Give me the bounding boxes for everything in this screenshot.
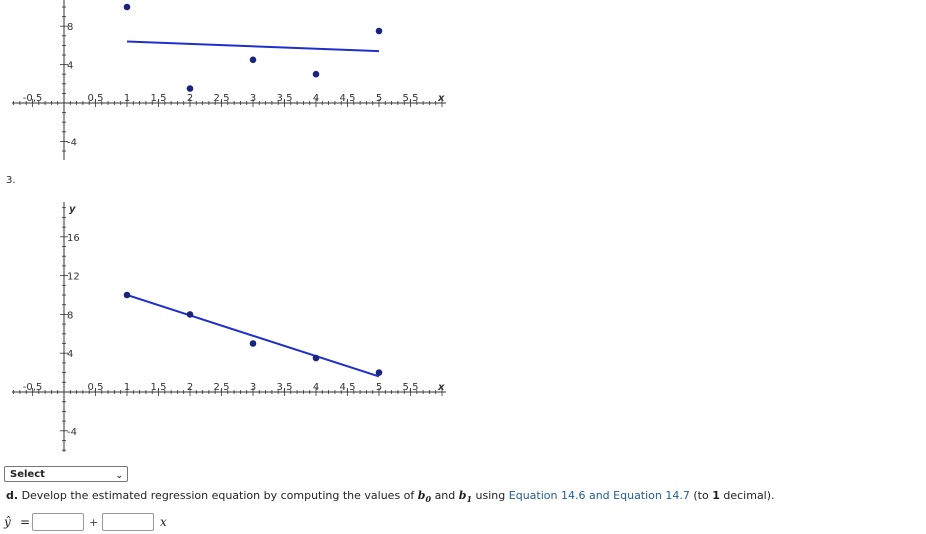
x-tick-label-1: 2,5 — [214, 93, 230, 104]
data-point-1-3 — [249, 56, 257, 64]
x-tick-label-2: 1,5 — [151, 382, 167, 393]
regression-line-1 — [126, 40, 380, 53]
question-text-before: Develop the estimated regression equatio… — [21, 489, 415, 502]
x-tick-label-1: 5 — [376, 93, 382, 104]
slope-input[interactable] — [102, 513, 154, 531]
data-point-2-1 — [123, 291, 131, 299]
x-tick-label-2: 3,5 — [277, 382, 293, 393]
chevron-down-icon: ⌄ — [115, 471, 123, 481]
x-tick-label-2: 4 — [313, 382, 319, 393]
x-tick-label-2: 1 — [124, 382, 130, 393]
data-point-2-3 — [249, 340, 257, 347]
x-tick-label-1: -0,5 — [23, 93, 43, 104]
x-tick-label-2: 3 — [250, 382, 256, 393]
y-tick-label-2: 16 — [67, 233, 80, 244]
x-tick-label-1: 5,5 — [403, 93, 419, 104]
data-point-2-4 — [312, 354, 320, 362]
x-axis-label-1: x — [437, 93, 445, 104]
x-tick-label-2: 4,5 — [340, 382, 356, 393]
data-point-2-5 — [375, 369, 383, 376]
y-axis-label-2: y — [69, 204, 76, 215]
and-text: and — [434, 489, 456, 502]
question-text-end: decimal). — [723, 489, 775, 502]
intercept-input[interactable] — [32, 513, 84, 531]
y-tick-label-1: -4 — [67, 137, 77, 148]
x-tick-label-2: 0,5 — [88, 382, 104, 393]
y-tick-label-2: 8 — [67, 310, 73, 321]
x-tick-label-2: 2 — [187, 382, 193, 393]
yhat-symbol: ŷ — [4, 515, 11, 529]
equation-link[interactable]: Equation 14.6 and Equation 14.7 — [508, 489, 690, 502]
question-text: d. Develop the estimated regression equa… — [6, 489, 775, 504]
x-axis-label-2: x — [437, 382, 445, 393]
plus-sign: + — [89, 516, 99, 529]
x-tick-label-2: 2,5 — [214, 382, 230, 393]
select-label: Select — [10, 469, 45, 480]
y-tick-label-2: 12 — [67, 272, 80, 283]
equals-sign: = — [20, 515, 31, 529]
x-tick-label-2: -0,5 — [23, 382, 43, 393]
data-point-1-1 — [123, 3, 131, 11]
using-text: using — [475, 489, 506, 502]
data-point-1-5 — [375, 27, 383, 35]
x-tick-label-2: 5,5 — [403, 382, 419, 393]
part-label: d. — [6, 489, 19, 502]
scatter-chart-bottom: -0,5 0,5 1 1,5 2 2,5 3 3,5 4 4,5 5 5,5 16 12 8 4 -4 x y — [12, 202, 446, 452]
question-text-after: (to — [693, 489, 709, 502]
scatter-chart-top: -0,5 0,5 1 1,5 2 2,5 3 3,5 4 4,5 5 5,5 8 4 -4 x — [12, 0, 446, 160]
data-point-2-2 — [186, 311, 194, 318]
x-tick-label-1: 2 — [187, 93, 193, 104]
x-tick-label-1: 4 — [313, 93, 319, 104]
regression-line-2 — [126, 294, 380, 378]
b1-symbol: b1 — [458, 489, 473, 505]
answer-select-dropdown[interactable]: Select ⌄ — [4, 466, 128, 482]
x-tick-label-2: 5 — [376, 382, 382, 393]
b0-symbol: b0 — [417, 489, 432, 505]
x-tick-label-1: 1,5 — [151, 93, 167, 104]
y-tick-label-2: -4 — [67, 427, 77, 438]
x-tick-label-1: 4,5 — [340, 93, 356, 104]
y-tick-label-1: 4 — [67, 61, 73, 72]
x-tick-label-1: 3,5 — [277, 93, 293, 104]
data-point-1-4 — [312, 70, 320, 78]
x-tick-label-1: 3 — [250, 93, 256, 104]
data-point-1-2 — [186, 85, 194, 92]
item-number: 3. — [6, 175, 16, 186]
x-variable: x — [160, 515, 167, 529]
x-tick-label-1: 0,5 — [88, 93, 104, 104]
y-tick-label-1: 8 — [67, 22, 73, 33]
y-tick-label-2: 4 — [67, 349, 73, 360]
x-tick-label-1: 1 — [124, 93, 130, 104]
decimals-value: 1 — [712, 489, 720, 502]
